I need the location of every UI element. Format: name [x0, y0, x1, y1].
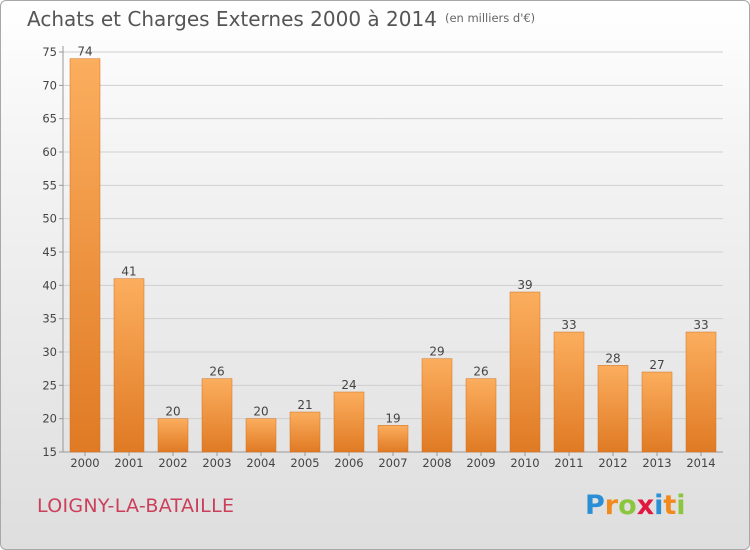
x-tick-label: 2007 [378, 456, 407, 470]
bar-2011[interactable] [553, 331, 585, 453]
value-label: 29 [429, 345, 444, 359]
y-tick-label: 40 [42, 278, 57, 292]
x-tick-label: 2006 [334, 456, 363, 470]
bar-2005[interactable] [289, 411, 321, 453]
labels: 15 20 25 30 35 40 45 50 55 60 65 70 75 74 2000 41 2001 20… [42, 45, 715, 470]
logo-letter: r [604, 490, 619, 521]
x-tick-label: 2004 [246, 456, 275, 470]
value-label: 20 [253, 405, 268, 419]
x-tick-label: 2002 [158, 456, 187, 470]
x-tick-label: 2009 [466, 456, 495, 470]
value-label: 74 [77, 45, 92, 59]
bar-2006[interactable] [333, 391, 365, 453]
bar-2008[interactable] [421, 358, 453, 453]
x-tick-label: 2005 [290, 456, 319, 470]
y-tick-label: 15 [42, 445, 57, 459]
x-tick-label: 2010 [510, 456, 539, 470]
value-label: 28 [605, 351, 620, 365]
chart-title: Achats et Charges Externes 2000 à 2014 (e… [27, 7, 535, 31]
logo-letter: o [618, 490, 637, 521]
logo-letter: i [676, 490, 686, 521]
logo-letter: P [585, 490, 605, 521]
x-tick-label: 2008 [422, 456, 451, 470]
x-tick-label: 2003 [202, 456, 231, 470]
value-label: 27 [649, 358, 664, 372]
value-label: 26 [209, 365, 224, 379]
logo-letter: i [654, 490, 664, 521]
value-label: 26 [473, 365, 488, 379]
value-label: 33 [693, 318, 708, 332]
value-label: 39 [517, 278, 532, 292]
x-tick-label: 2013 [642, 456, 671, 470]
y-tick-label: 25 [42, 378, 57, 392]
bars [69, 58, 717, 453]
value-label: 33 [561, 318, 576, 332]
y-tick-label: 35 [42, 312, 57, 326]
bar-2012[interactable] [597, 365, 629, 453]
x-tick-label: 2014 [686, 456, 715, 470]
y-tick-label: 60 [42, 145, 57, 159]
logo-letter: t [663, 490, 677, 521]
value-label: 41 [121, 265, 136, 279]
y-tick-label: 55 [42, 178, 57, 192]
x-tick-label: 2012 [598, 456, 627, 470]
commune-name: LOIGNY-LA-BATAILLE [37, 495, 235, 517]
y-tick-label: 65 [42, 112, 57, 126]
bar-2010[interactable] [509, 291, 541, 453]
chart-title-text: Achats et Charges Externes 2000 à 2014 [27, 7, 437, 31]
bar-2009[interactable] [465, 378, 497, 453]
y-tick-label: 45 [42, 245, 57, 259]
bar-2004[interactable] [245, 418, 277, 453]
value-label: 20 [165, 405, 180, 419]
x-tick-label: 2001 [114, 456, 143, 470]
bar-2007[interactable] [377, 425, 409, 453]
chart-unit: (en milliers d'€) [444, 11, 536, 25]
y-tick-label: 20 [42, 412, 57, 426]
x-tick-label: 2000 [70, 456, 99, 470]
value-label: 24 [341, 378, 356, 392]
value-label: 21 [297, 398, 312, 412]
bar-2001[interactable] [113, 278, 145, 453]
x-tick-label: 2011 [554, 456, 583, 470]
value-label: 19 [385, 411, 400, 425]
bar-2013[interactable] [641, 371, 673, 453]
logo-letter: x [636, 490, 655, 521]
bar-2003[interactable] [201, 378, 233, 453]
bar-2000[interactable] [69, 58, 101, 453]
y-tick-label: 50 [42, 212, 57, 226]
bar-2002[interactable] [157, 418, 189, 453]
proxiti-logo[interactable]: Proxiti [585, 490, 686, 521]
y-tick-label: 70 [42, 78, 57, 92]
y-tick-label: 75 [42, 45, 57, 59]
bar-2014[interactable] [685, 331, 717, 453]
y-tick-label: 30 [42, 345, 57, 359]
